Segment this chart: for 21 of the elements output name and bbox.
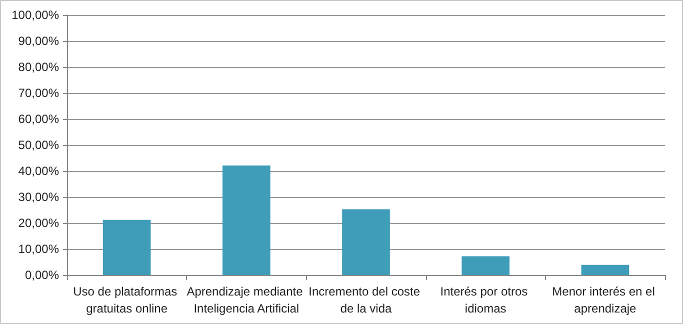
y-tick-label: 30,00%: [18, 190, 60, 204]
bar: [581, 264, 630, 275]
bar: [342, 209, 390, 275]
y-tick-label: 10,00%: [18, 242, 60, 256]
x-tick-label: Incremento del coste de la vida: [308, 284, 424, 316]
y-tick-label: 50,00%: [18, 138, 60, 152]
y-tick-label: 100,00%: [12, 8, 60, 22]
y-tick-label: 90,00%: [18, 34, 60, 48]
y-tick-label: 40,00%: [18, 164, 60, 178]
y-tick-label: 60,00%: [18, 112, 60, 126]
bar: [222, 166, 270, 275]
y-tick-label: 0,00%: [24, 268, 60, 282]
x-tick-label: Uso de plataformas gratuitas online: [73, 284, 180, 316]
bar: [102, 220, 151, 275]
y-tick-label: 70,00%: [18, 86, 60, 100]
bar: [462, 256, 510, 275]
x-tick-label: Menor interés en el aprendizaje: [552, 284, 658, 316]
y-tick-label: 20,00%: [18, 216, 60, 230]
x-tick-label: Aprendizaje mediante Inteligencia Artificial: [186, 284, 306, 316]
y-tick-label: 80,00%: [18, 60, 60, 74]
x-tick-label: Interés por otros idiomas: [440, 284, 531, 316]
